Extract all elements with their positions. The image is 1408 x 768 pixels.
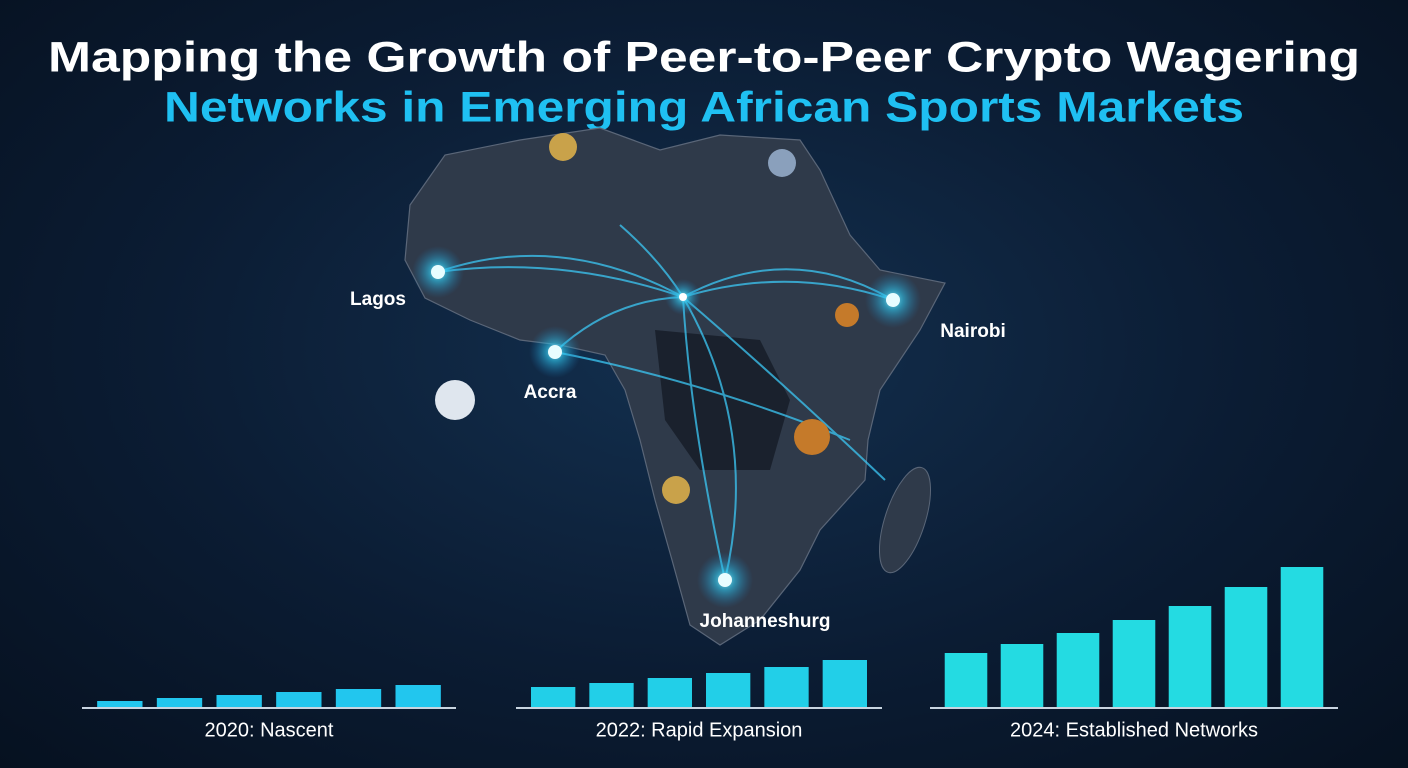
title-line: Networks in Emerging African Sports Mark… — [164, 83, 1244, 131]
bar — [335, 689, 382, 707]
title-line: Mapping the Growth of Peer-to-Peer Crypt… — [48, 33, 1360, 81]
chart-title: 2020: Nascent — [205, 719, 334, 741]
chart-title: 2022: Rapid Expansion — [596, 719, 803, 741]
bar — [589, 683, 634, 707]
chart-title: 2024: Established Networks — [1010, 719, 1258, 741]
bar — [1224, 587, 1268, 707]
city-nodes — [412, 246, 921, 608]
bar — [764, 667, 809, 707]
bar — [647, 678, 692, 707]
city-label: Lagos — [350, 289, 406, 310]
bar — [216, 695, 262, 707]
map: Lagos Accra Nairobi Johanneshurg — [350, 127, 1006, 646]
city-label: Johanneshurg — [700, 611, 831, 632]
bar — [97, 701, 143, 707]
bar — [822, 660, 867, 707]
bar — [1168, 606, 1212, 707]
city-label: Accra — [524, 382, 577, 403]
madagascar — [878, 466, 932, 574]
bar — [1112, 620, 1156, 707]
coins — [435, 133, 859, 504]
bar — [531, 687, 576, 707]
bar — [944, 653, 988, 707]
bar — [1000, 644, 1044, 707]
bar — [276, 692, 322, 707]
bar — [706, 673, 751, 707]
bar — [1056, 633, 1100, 707]
bar — [1280, 567, 1324, 707]
city-label: Nairobi — [940, 321, 1005, 342]
bar — [156, 698, 203, 707]
bar — [395, 685, 441, 707]
